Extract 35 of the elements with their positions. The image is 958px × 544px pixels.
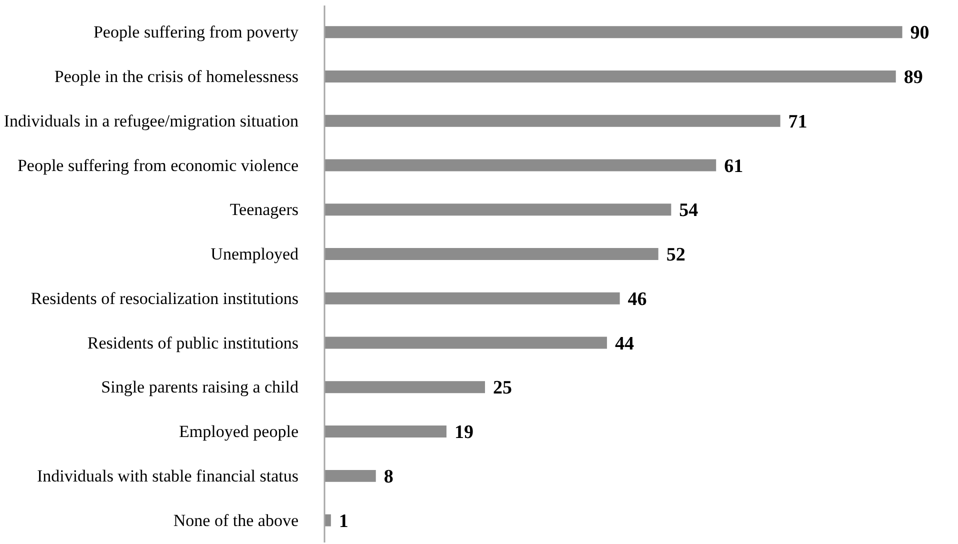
y-tick-label: People in the crisis of homelessness	[54, 67, 299, 86]
bar	[324, 426, 446, 438]
bar	[324, 292, 620, 304]
y-tick-label: Single parents raising a child	[101, 378, 299, 397]
y-tick-label: None of the above	[173, 510, 298, 530]
bar	[324, 381, 485, 394]
y-tick-label: Individuals in a refugee/migration situation	[4, 111, 299, 130]
y-tick-label: Unemployed	[210, 244, 299, 264]
bar	[324, 470, 376, 482]
data-label: 1	[338, 510, 348, 532]
data-label: 54	[679, 200, 699, 222]
data-label: 71	[788, 111, 808, 132]
y-tick-label: Employed people	[179, 422, 299, 442]
bar	[324, 70, 896, 82]
data-label: 19	[454, 422, 474, 444]
data-label: 52	[666, 244, 686, 266]
data-label: 44	[614, 333, 634, 354]
data-label: 25	[492, 378, 512, 399]
bar	[324, 159, 716, 172]
data-label: 61	[724, 156, 744, 177]
y-tick-label: Residents of resocialization institutions	[30, 288, 299, 308]
data-label: 8	[384, 466, 394, 488]
data-label: 89	[904, 67, 923, 88]
bar	[324, 204, 672, 216]
y-tick-label: People suffering from poverty	[93, 22, 299, 42]
data-label: 90	[910, 22, 930, 44]
y-tick-label: Teenagers	[230, 200, 298, 220]
y-tick-label: Individuals with stable financial status	[36, 466, 299, 486]
bar	[324, 336, 607, 349]
y-tick-label: Residents of public institutions	[87, 333, 299, 352]
bar	[324, 26, 902, 38]
bar	[324, 114, 780, 127]
data-label: 46	[628, 288, 647, 310]
y-tick-label: People suffering from economic violence	[17, 156, 299, 175]
bar	[324, 248, 658, 260]
